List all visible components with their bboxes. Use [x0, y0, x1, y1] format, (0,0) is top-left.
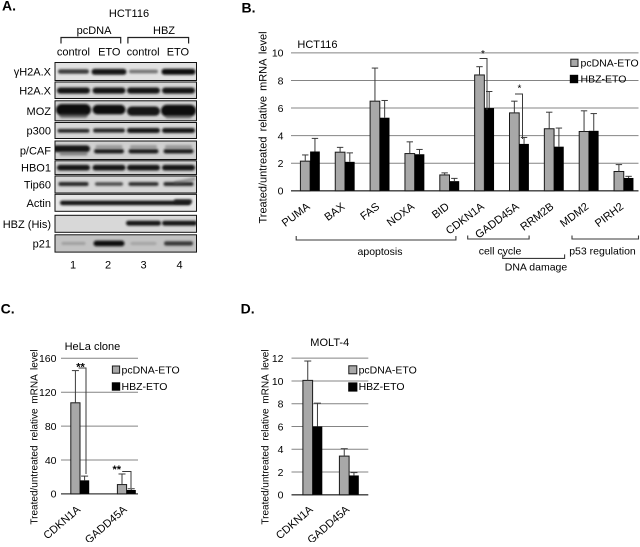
svg-text:0: 0	[278, 186, 284, 198]
svg-text:apoptosis: apoptosis	[358, 246, 403, 258]
svg-text:γH2A.X: γH2A.X	[14, 67, 52, 79]
svg-text:6: 6	[278, 103, 284, 115]
svg-text:MOZ: MOZ	[27, 106, 52, 118]
svg-text:p300: p300	[27, 126, 51, 138]
svg-text:4: 4	[176, 260, 182, 272]
svg-text:HCT116: HCT116	[297, 39, 337, 51]
svg-text:120: 120	[39, 387, 57, 399]
svg-text:12: 12	[272, 353, 284, 365]
svg-text:0: 0	[278, 490, 284, 502]
svg-text:Treated/untreated relative mRN: Treated/untreated relative mRNA level	[258, 31, 270, 223]
svg-text:p/CAF: p/CAF	[20, 145, 51, 157]
svg-text:HeLa clone: HeLa clone	[65, 341, 121, 353]
svg-text:10: 10	[272, 48, 284, 60]
svg-text:C.: C.	[1, 300, 15, 316]
svg-text:0: 0	[51, 489, 57, 501]
svg-text:2: 2	[278, 158, 284, 170]
svg-text:ETO: ETO	[98, 47, 121, 59]
svg-text:4: 4	[278, 130, 284, 142]
svg-text:3: 3	[140, 260, 146, 272]
svg-text:80: 80	[45, 421, 57, 433]
svg-text:p21: p21	[33, 238, 51, 250]
svg-text:6: 6	[278, 421, 284, 433]
svg-text:control: control	[57, 47, 90, 59]
svg-text:40: 40	[45, 455, 57, 467]
svg-text:A.: A.	[2, 0, 16, 13]
svg-text:HBZ-ETO: HBZ-ETO	[581, 73, 627, 85]
svg-text:Actin: Actin	[27, 198, 51, 210]
svg-text:2: 2	[105, 260, 111, 272]
svg-text:pcDNA-ETO: pcDNA-ETO	[122, 364, 180, 376]
svg-text:HCT116: HCT116	[109, 8, 149, 20]
svg-text:2: 2	[278, 467, 284, 479]
svg-text:8: 8	[278, 399, 284, 411]
svg-text:160: 160	[39, 353, 57, 365]
svg-text:cell cycle: cell cycle	[479, 246, 522, 258]
svg-text:MOLT-4: MOLT-4	[310, 337, 349, 349]
svg-text:HBZ-ETO: HBZ-ETO	[122, 381, 168, 393]
svg-text:pcDNA-ETO: pcDNA-ETO	[581, 58, 639, 70]
svg-text:HBO1: HBO1	[21, 163, 51, 175]
svg-text:D.: D.	[241, 300, 255, 316]
svg-text:Treated/untreated relative mRN: Treated/untreated relative mRNA level	[30, 349, 41, 524]
svg-text:control: control	[127, 47, 160, 59]
svg-text:HBZ (His): HBZ (His)	[3, 219, 51, 231]
svg-text:Treated/untreated relative mRN: Treated/untreated relative mRNA level	[261, 349, 272, 524]
svg-text:Tip60: Tip60	[24, 180, 51, 192]
svg-text:H2A.X: H2A.X	[19, 85, 51, 97]
svg-text:8: 8	[278, 75, 284, 87]
svg-text:10: 10	[272, 376, 284, 388]
svg-text:**: **	[113, 464, 122, 476]
svg-text:p53 regulation: p53 regulation	[569, 246, 636, 258]
svg-text:4: 4	[278, 444, 284, 456]
svg-text:pcDNA: pcDNA	[77, 25, 113, 37]
svg-text:ETO: ETO	[167, 47, 190, 59]
svg-text:B.: B.	[242, 0, 256, 16]
svg-text:pcDNA-ETO: pcDNA-ETO	[359, 365, 417, 377]
svg-text:HBZ: HBZ	[153, 25, 175, 37]
svg-text:DNA damage: DNA damage	[505, 262, 568, 274]
svg-text:*: *	[481, 49, 485, 60]
svg-text:HBZ-ETO: HBZ-ETO	[359, 381, 405, 393]
svg-text:*: *	[518, 84, 522, 95]
svg-text:1: 1	[70, 260, 76, 272]
